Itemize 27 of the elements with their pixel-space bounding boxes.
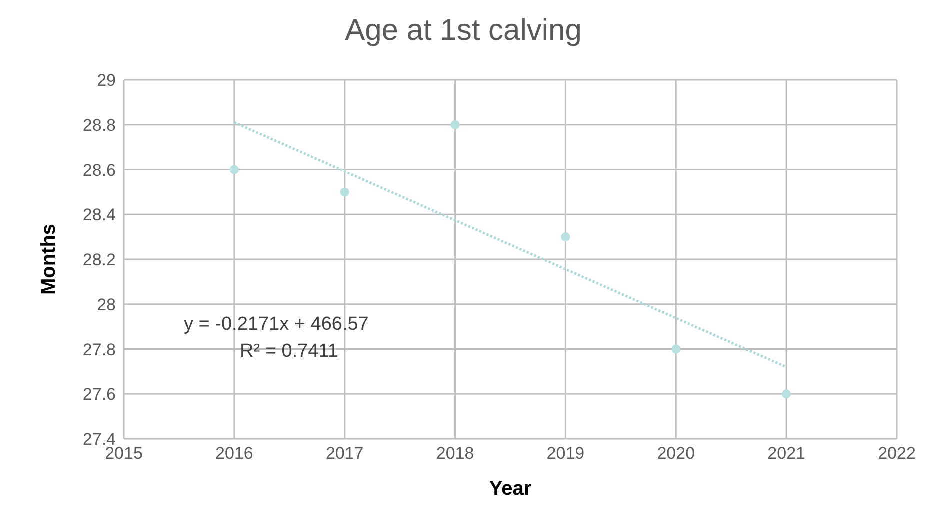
x-tick-label: 2018 [436,444,474,464]
y-tick-label: 27.8 [82,340,116,360]
annotation: R² = 0.7411 [240,341,338,363]
y-tick-label: 28.6 [82,160,116,180]
point [672,344,681,354]
point [561,232,570,242]
x-tick-label: 2019 [546,444,585,464]
point [230,165,239,174]
y-axis-title: Months [38,224,60,296]
x-tick-label: 2015 [105,444,143,464]
y-tick-label: 28 [97,295,116,314]
annotation: y = -0.2171x + 466.57 [184,314,369,336]
point [782,390,792,399]
y-tick-label: 28.4 [82,206,116,225]
x-tick-label: 2017 [326,444,364,464]
point [340,188,350,197]
y-tick-label: 28.8 [82,116,116,135]
x-tick-label: 2021 [768,444,806,464]
y-tick-label: 27.6 [82,385,116,404]
x-axis-title: Year [489,478,532,500]
y-tick-label: 28.2 [82,250,116,270]
x-tick-label: 2016 [216,444,254,464]
chart-title: Age at 1st calving [344,14,583,48]
point [450,120,460,130]
y-tick-label: 29 [97,71,116,90]
x-tick-label: 2022 [878,444,916,464]
x-tick-label: 2020 [657,444,696,464]
